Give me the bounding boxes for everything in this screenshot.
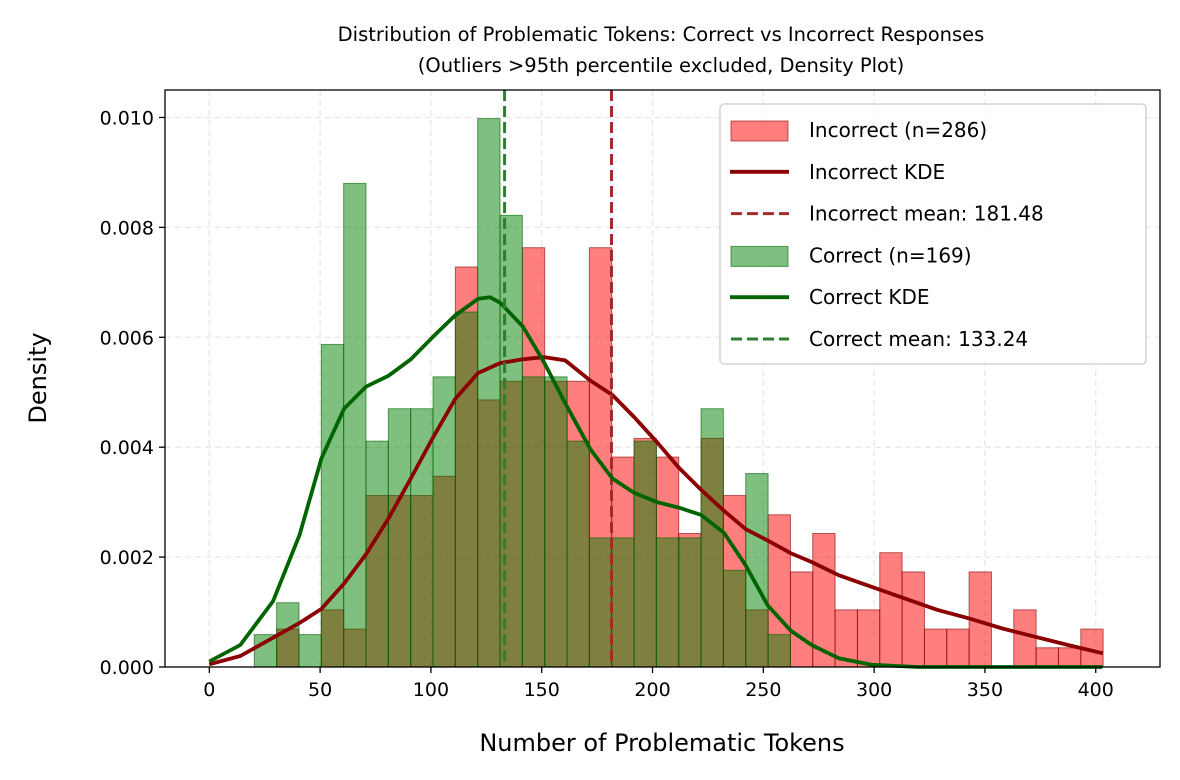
- x-tick-label: 50: [308, 679, 332, 701]
- chart-title: Distribution of Problematic Tokens: Corr…: [338, 23, 985, 46]
- correct-histogram: [253, 118, 791, 668]
- incorrect-bar: [946, 628, 970, 668]
- incorrect-bar: [1013, 609, 1037, 668]
- y-tick-label: 0.010: [100, 107, 154, 129]
- x-tick-label: 0: [203, 679, 215, 701]
- correct-bar: [611, 537, 635, 668]
- chart-subtitle: (Outliers >95th percentile excluded, Den…: [418, 54, 904, 77]
- incorrect-bar: [923, 628, 948, 668]
- incorrect-bar: [789, 571, 814, 668]
- incorrect-bar: [1035, 647, 1059, 668]
- incorrect-legend-swatch: [730, 120, 789, 142]
- incorrect-bar: [856, 609, 881, 668]
- correct-bar: [387, 408, 412, 668]
- y-tick-label: 0.000: [100, 657, 154, 679]
- y-tick-label: 0.004: [100, 437, 154, 459]
- x-tick-label: 350: [967, 679, 1003, 701]
- kde-lines: [208, 90, 1104, 669]
- correct-bar: [365, 440, 389, 668]
- correct-bar: [544, 376, 568, 668]
- x-axis-label: Number of Problematic Tokens: [479, 729, 844, 757]
- y-tick-label: 0.006: [100, 327, 154, 349]
- x-tick-label: 250: [745, 679, 781, 701]
- correct-bar: [343, 182, 367, 668]
- legend-label: Incorrect mean: 181.48: [809, 202, 1044, 226]
- x-tick-label: 200: [634, 679, 670, 701]
- correct-bar: [722, 569, 747, 668]
- correct-bar: [566, 440, 590, 668]
- x-axis-ticks: 0 50 100 150 200 250 300 350 400: [203, 667, 1114, 701]
- correct-bar: [700, 408, 724, 668]
- legend-label: Correct mean: 133.24: [809, 327, 1028, 351]
- legend-frame: [719, 103, 1147, 365]
- correct-bar: [655, 537, 680, 668]
- y-tick-label: 0.008: [100, 217, 154, 239]
- x-tick-label: 400: [1078, 679, 1114, 701]
- correct-bar: [521, 376, 546, 668]
- correct-bar: [767, 634, 791, 668]
- legend-label: Incorrect (n=286): [809, 118, 987, 142]
- correct-bar: [477, 118, 501, 668]
- incorrect-bar: [879, 552, 903, 668]
- correct-kde-line: [208, 295, 1103, 669]
- legend-label: Incorrect KDE: [809, 160, 945, 184]
- correct-legend-swatch: [730, 245, 789, 267]
- y-tick-label: 0.002: [100, 547, 154, 569]
- y-axis-ticks: 0.000 0.002 0.004 0.006 0.008 0.010: [100, 107, 165, 679]
- correct-bar: [588, 537, 613, 668]
- x-tick-label: 100: [413, 679, 449, 701]
- legend: Incorrect (n=286) Incorrect KDE Incorrect …: [719, 103, 1147, 365]
- correct-bar: [454, 311, 479, 668]
- correct-bar: [298, 634, 322, 668]
- incorrect-kde-line: [208, 355, 1104, 667]
- y-axis-label: Density: [24, 332, 52, 423]
- incorrect-bar: [1057, 647, 1082, 668]
- incorrect-bar: [901, 571, 925, 668]
- correct-bar: [633, 440, 657, 668]
- x-tick-label: 300: [856, 679, 892, 701]
- plot-frame: [164, 89, 1161, 668]
- legend-label: Correct (n=169): [809, 243, 972, 267]
- legend-label: Correct KDE: [809, 285, 930, 309]
- correct-bar: [678, 537, 702, 668]
- x-tick-label: 150: [524, 679, 560, 701]
- correct-bar: [320, 343, 345, 668]
